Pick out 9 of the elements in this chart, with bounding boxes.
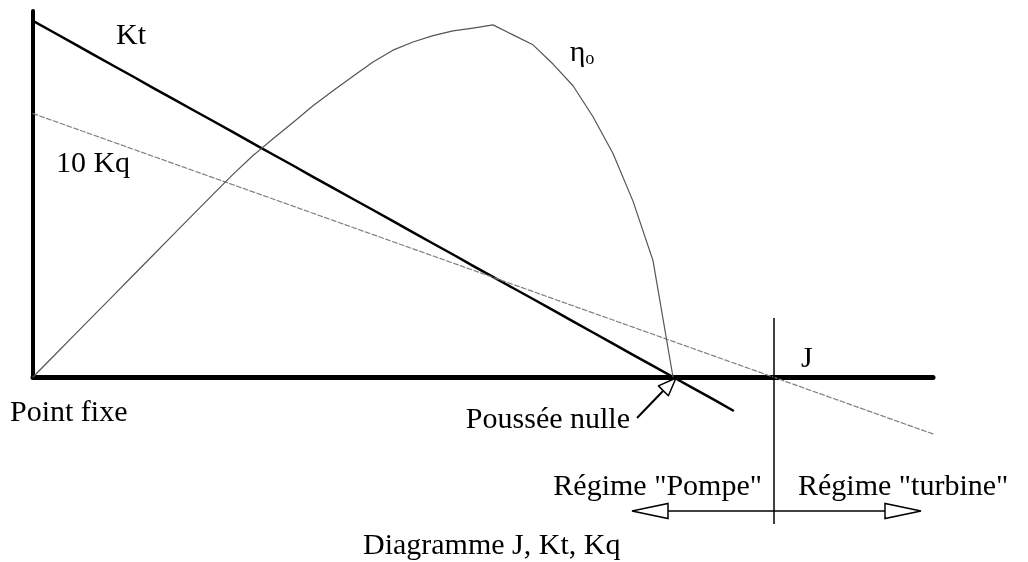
text: Diagramme J, Kt, Kq [363,526,621,560]
x-axis-title: J [801,339,813,373]
annotation: Poussée nulle [465,400,630,434]
series-label: Kt [116,16,147,50]
series-label: 10 Kq [55,145,131,179]
text: Régime "Pompe" [553,467,762,501]
annotation: Point fixe [10,393,128,427]
text: Régime "turbine" [798,467,1009,501]
series-label: ηₒ [569,34,595,68]
